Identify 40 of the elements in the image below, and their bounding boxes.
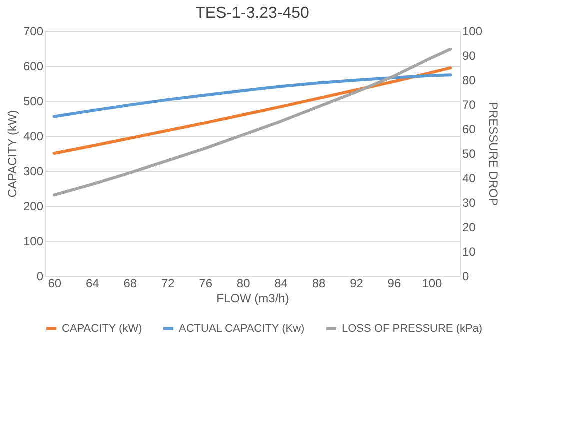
y-tick-label: 600 bbox=[23, 60, 44, 74]
y-tick-label: 100 bbox=[23, 234, 44, 248]
line-series bbox=[52, 74, 452, 118]
y2-tick-label: 100 bbox=[462, 24, 483, 38]
x-tick-label: 100 bbox=[422, 276, 443, 290]
x-tick-label: 80 bbox=[236, 276, 251, 290]
x-tick-label: 60 bbox=[48, 276, 62, 290]
y2-tick-label: 90 bbox=[462, 49, 476, 63]
y2-tick-label: 30 bbox=[462, 196, 476, 210]
legend-label: LOSS OF PRESSURE (kPa) bbox=[342, 322, 483, 335]
y2-tick-label: 40 bbox=[462, 172, 476, 186]
y-tick-label: 200 bbox=[23, 200, 44, 214]
x-tick-label: 92 bbox=[350, 276, 364, 290]
x-tick-label: 72 bbox=[161, 276, 176, 290]
x-tick-label: 96 bbox=[388, 276, 402, 290]
y-tick-label: 700 bbox=[23, 24, 44, 38]
line-series bbox=[52, 66, 452, 155]
y-tick-label: 300 bbox=[23, 164, 44, 178]
y2-tick-label: 80 bbox=[462, 74, 476, 88]
x-axis-title: FLOW (m3/h) bbox=[216, 292, 290, 306]
legend-label: CAPACITY (kW) bbox=[62, 322, 142, 335]
x-tick-label: 68 bbox=[124, 276, 138, 290]
y-tick-label: 0 bbox=[36, 270, 44, 284]
y2-tick-label: 60 bbox=[462, 122, 476, 136]
y2-tick-label: 50 bbox=[462, 147, 476, 161]
y-axis-title: CAPACITY (kW) bbox=[5, 110, 20, 198]
x-tick-label: 76 bbox=[199, 276, 213, 290]
y2-tick-label: 10 bbox=[462, 245, 476, 259]
line-series bbox=[52, 48, 452, 197]
y2-tick-label: 0 bbox=[462, 270, 470, 284]
x-tick-label: 84 bbox=[274, 276, 288, 290]
y2-axis-title: PRESSURE DROP bbox=[486, 102, 501, 206]
y2-tick-label: 20 bbox=[462, 220, 476, 234]
x-tick-label: 88 bbox=[312, 276, 326, 290]
y-tick-label: 400 bbox=[23, 130, 44, 144]
chart-title: TES-1-3.23-450 bbox=[196, 5, 310, 22]
legend-label: ACTUAL CAPACITY (Kw) bbox=[179, 322, 305, 335]
y-tick-label: 500 bbox=[23, 94, 44, 108]
y2-tick-label: 70 bbox=[462, 98, 476, 112]
x-tick-label: 64 bbox=[86, 276, 100, 290]
